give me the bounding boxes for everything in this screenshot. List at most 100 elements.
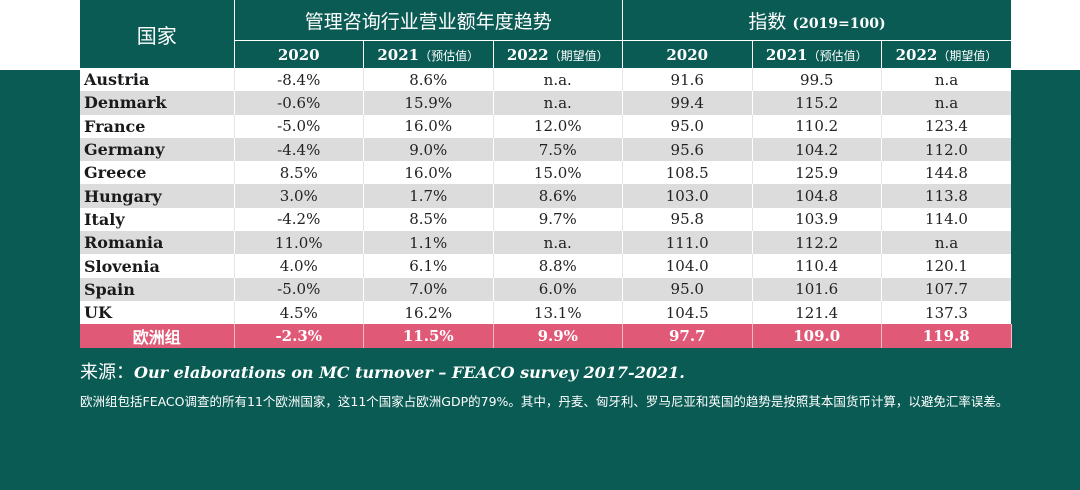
country-cell: Hungary (80, 184, 235, 208)
value-cell: -2.3% (234, 324, 364, 349)
value-cell: 91.6 (622, 68, 753, 92)
value-cell: -4.2% (234, 207, 364, 232)
value-cell: 95.0 (622, 277, 753, 301)
country-cell: 欧洲组 (80, 324, 235, 349)
value-cell: 110.2 (752, 114, 882, 138)
value-cell: n.a (881, 68, 1012, 92)
value-cell: 108.5 (622, 161, 753, 185)
country-cell: Italy (80, 207, 235, 232)
year-subheader: 2022（期望值） (493, 40, 623, 68)
value-cell: 110.4 (752, 254, 882, 278)
year-subheader: 2020 (622, 40, 753, 68)
value-cell: 3.0% (234, 184, 364, 208)
value-cell: 6.0% (493, 277, 623, 301)
year-label: 2021 (377, 45, 420, 64)
value-cell: 13.1% (493, 300, 623, 325)
value-cell: 7.0% (363, 277, 494, 301)
value-cell: -8.4% (234, 68, 364, 92)
value-cell: 6.1% (363, 254, 494, 278)
value-cell: 4.5% (234, 300, 364, 325)
value-cell: 8.6% (493, 184, 623, 208)
table-row: Denmark -0.6% 15.9% n.a. 99.4 115.2 n.a (80, 91, 1012, 115)
value-cell: 16.0% (363, 114, 494, 138)
turnover-trend-header: 管理咨询行业营业额年度趋势 (234, 0, 623, 41)
value-cell: -5.0% (234, 277, 364, 301)
data-table-container: 国家 管理咨询行业营业额年度趋势 指数 (2019=100) 2020 2021（… (80, 0, 1012, 349)
value-cell: 16.2% (363, 300, 494, 325)
value-cell: n.a. (493, 231, 623, 255)
value-cell: 11.0% (234, 231, 364, 255)
value-cell: 8.5% (363, 207, 494, 232)
value-cell: 123.4 (881, 114, 1012, 138)
value-cell: 104.2 (752, 137, 882, 162)
year-note: （期望值） (937, 48, 998, 63)
value-cell: 144.8 (881, 161, 1012, 185)
country-cell: Romania (80, 231, 235, 255)
value-cell: 8.6% (363, 68, 494, 92)
country-cell: Denmark (80, 91, 235, 115)
value-cell: 111.0 (622, 231, 753, 255)
value-cell: 120.1 (881, 254, 1012, 278)
value-cell: 9.9% (493, 324, 623, 349)
value-cell: 121.4 (752, 300, 882, 325)
table-body: Austria -8.4% 8.6% n.a. 91.6 99.5 n.a Denmark -0… (80, 68, 1012, 349)
value-cell: 11.5% (363, 324, 494, 349)
value-cell: -4.4% (234, 137, 364, 162)
value-cell: 95.0 (622, 114, 753, 138)
country-cell: Spain (80, 277, 235, 301)
year-note: （期望值） (548, 48, 609, 63)
value-cell: 12.0% (493, 114, 623, 138)
value-cell: 95.6 (622, 137, 753, 162)
value-cell: 101.6 (752, 277, 882, 301)
table-row: Germany -4.4% 9.0% 7.5% 95.6 104.2 112.0 (80, 137, 1012, 162)
year-label: 2022 (506, 45, 549, 64)
country-cell: France (80, 114, 235, 138)
value-cell: 8.8% (493, 254, 623, 278)
year-subheader: 2020 (234, 40, 364, 68)
table-row: Spain -5.0% 7.0% 6.0% 95.0 101.6 107.7 (80, 277, 1012, 301)
value-cell: 99.5 (752, 68, 882, 92)
value-cell: 119.8 (881, 324, 1012, 349)
value-cell: 137.3 (881, 300, 1012, 325)
value-cell: 115.2 (752, 91, 882, 115)
value-cell: 112.2 (752, 231, 882, 255)
value-cell: 1.1% (363, 231, 494, 255)
index-header-base: (2019=100) (792, 15, 886, 32)
value-cell: 15.9% (363, 91, 494, 115)
year-label: 2020 (666, 45, 709, 64)
value-cell: 99.4 (622, 91, 753, 115)
country-cell: Slovenia (80, 254, 235, 278)
value-cell: 103.9 (752, 207, 882, 232)
value-cell: 15.0% (493, 161, 623, 185)
table-row: Hungary 3.0% 1.7% 8.6% 103.0 104.8 113.8 (80, 184, 1012, 208)
source-line: 来源：Our elaborations on MC turnover – FEA… (80, 358, 685, 384)
value-cell: 16.0% (363, 161, 494, 185)
index-header-title: 指数 (748, 10, 787, 33)
value-cell: -5.0% (234, 114, 364, 138)
footnote: 欧洲组包括FEACO调查的所有11个欧洲国家，这11个国家占欧洲GDP的79%。… (80, 394, 1009, 409)
source-label: 来源： (80, 362, 134, 383)
year-subheader: 2021（预估值） (752, 40, 882, 68)
value-cell: 104.0 (622, 254, 753, 278)
year-subheader: 2022（期望值） (881, 40, 1012, 68)
value-cell: 4.0% (234, 254, 364, 278)
value-cell: 1.7% (363, 184, 494, 208)
year-note: （预估值） (807, 48, 868, 63)
source-text: Our elaborations on MC turnover – FEACO … (134, 363, 685, 382)
country-cell: Germany (80, 137, 235, 162)
table-row: France -5.0% 16.0% 12.0% 95.0 110.2 123.4 (80, 114, 1012, 138)
value-cell: 104.5 (622, 300, 753, 325)
value-cell: 95.8 (622, 207, 753, 232)
value-cell: 9.0% (363, 137, 494, 162)
value-cell: n.a. (493, 68, 623, 92)
country-cell: Austria (80, 68, 235, 92)
total-row: 欧洲组 -2.3% 11.5% 9.9% 97.7 109.0 119.8 (80, 324, 1012, 349)
value-cell: 109.0 (752, 324, 882, 349)
country-column-header: 国家 (80, 0, 235, 68)
value-cell: 112.0 (881, 137, 1012, 162)
value-cell: n.a. (493, 91, 623, 115)
value-cell: 114.0 (881, 207, 1012, 232)
year-subheader: 2021（预估值） (363, 40, 494, 68)
year-note: （预估值） (419, 48, 480, 63)
table-row: UK 4.5% 16.2% 13.1% 104.5 121.4 137.3 (80, 300, 1012, 325)
